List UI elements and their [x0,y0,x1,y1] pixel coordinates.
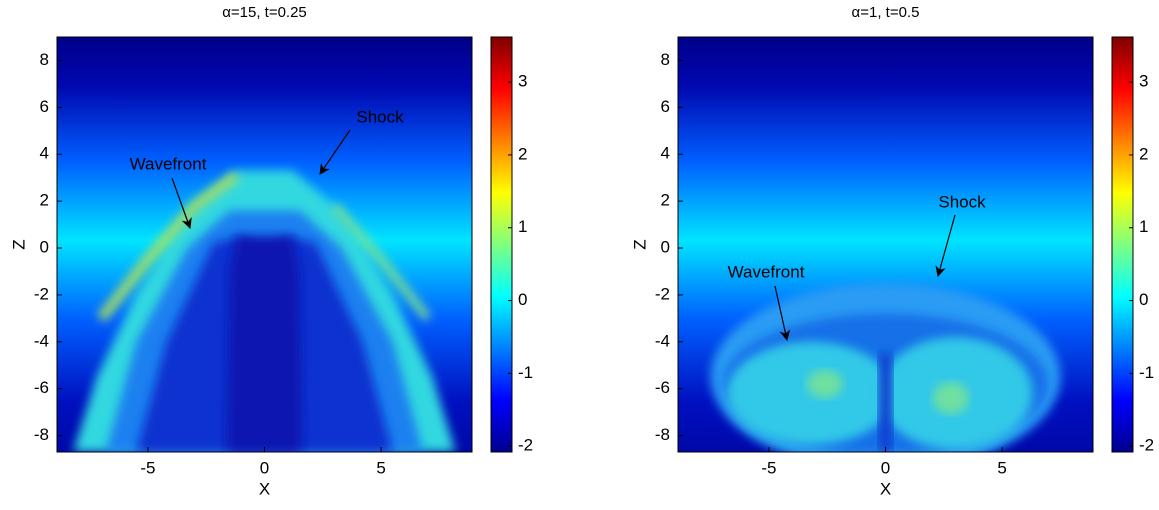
y-label: Z [630,239,649,249]
colorbar-tick-label: 3 [518,72,527,91]
y-tick-label: 2 [40,191,49,210]
x-tick-label: 0 [881,458,890,477]
annotation: Wavefront [728,262,805,281]
title: α=15, t=0.25 [222,4,307,21]
plot-area [678,37,1093,452]
y-label: Z [9,239,28,249]
plot-area [57,37,472,452]
field [806,370,843,399]
y-tick-label: 8 [661,50,670,69]
y-tick-label: -6 [34,378,49,397]
field [932,382,969,415]
x-tick-label: -5 [140,458,155,477]
colorbar-tick-label: -2 [518,436,533,455]
y-tick-label: 6 [661,97,670,116]
x-tick-label: 5 [997,458,1006,477]
annotation-arrow [774,285,791,342]
y-tick-label: -2 [655,284,670,303]
colorbar-tick-label: 0 [518,290,527,309]
colorbar-tick-label: -1 [1139,363,1154,382]
y-tick-label: -8 [34,425,49,444]
colorbar-tick-label: 2 [1139,144,1148,163]
colorbar [490,36,513,453]
field [227,236,302,452]
annotation-arrow [171,177,192,230]
y-tick-label: 4 [661,144,670,163]
y-tick-label: 2 [661,191,670,210]
x-label: X [880,479,891,498]
x-label: X [259,479,270,498]
colorbar-tick-label: -1 [518,363,533,382]
annotation: Shock [356,107,404,126]
annotation-arrow [935,214,956,278]
field [878,353,893,452]
x-tick-label: -5 [761,458,776,477]
y-tick-label: -8 [655,425,670,444]
y-tick-label: 8 [40,50,49,69]
annotation: Wavefront [130,154,207,173]
colorbar-tick-label: -2 [1139,436,1154,455]
y-tick-label: -2 [34,284,49,303]
colorbar [1111,36,1134,453]
y-tick-label: 0 [661,238,670,257]
field [97,171,240,322]
y-tick-label: -4 [655,331,670,350]
colorbar-tick-label: 2 [518,144,527,163]
colorbar-tick-label: 3 [1139,72,1148,91]
y-tick-label: 0 [40,238,49,257]
annotation: Shock [938,192,986,211]
y-tick-label: -6 [655,378,670,397]
colorbar-tick-label: 1 [518,217,527,236]
field [331,203,431,321]
title: α=1, t=0.5 [852,4,920,21]
x-tick-label: 5 [376,458,385,477]
annotation-arrow [319,129,351,175]
colorbar-tick-label: 1 [1139,217,1148,236]
colorbar-tick-label: 0 [1139,290,1148,309]
x-tick-label: 0 [260,458,269,477]
y-tick-label: 4 [40,144,49,163]
y-tick-label: 6 [40,97,49,116]
field [726,341,895,445]
y-tick-label: -4 [34,331,49,350]
